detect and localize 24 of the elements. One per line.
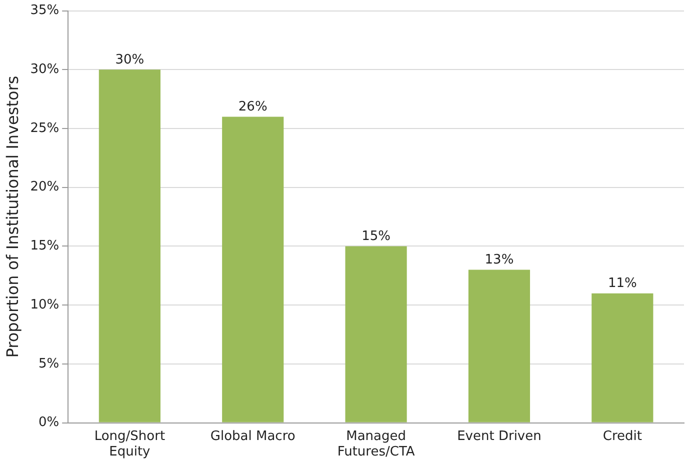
y-tick-label: 35% [30,3,60,18]
x-tick-label: Long/Short Equity [94,428,166,460]
data-label: 11% [608,276,637,292]
y-tick-label: 30% [30,62,60,78]
x-tick-label: Global Macro [210,428,296,444]
data-label: 26% [238,100,268,115]
data-label: 13% [484,252,514,268]
y-tick-label: 25% [30,120,60,136]
data-label: 30% [115,52,144,68]
y-tick-label: 0% [38,415,60,430]
bar [468,270,530,422]
y-tick-label: 20% [30,180,60,195]
y-axis-title: Proportion of Institutional Investors [2,76,22,358]
bar [98,70,160,422]
x-tick-label: Event Driven [457,428,542,444]
y-tick-label: 10% [30,297,60,312]
x-tick-label: Managed Futures/CTA [337,428,415,460]
bar [592,293,654,422]
x-tick-label: Credit [602,428,642,444]
y-tick-label: 15% [30,238,60,254]
y-tick-label: 5% [38,356,60,372]
data-label: 15% [362,229,390,244]
bar [345,246,407,422]
bar [222,116,284,422]
